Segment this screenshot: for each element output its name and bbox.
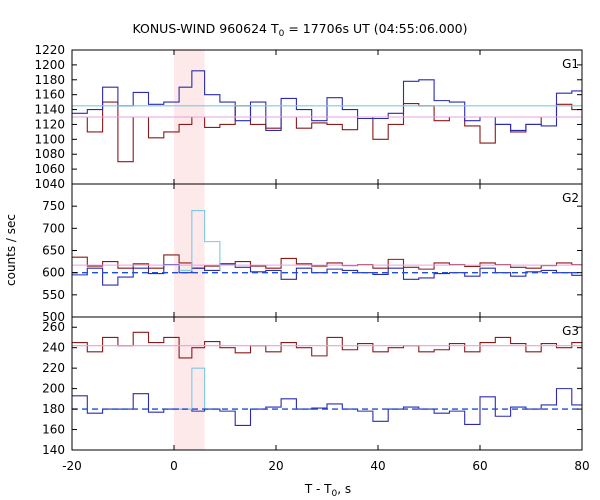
g1-ytick-label: 1160 [34,88,65,102]
g2-ytick-label: 650 [42,244,65,258]
g3-series-red-0 [72,331,582,359]
g3-ytick-label: 180 [42,402,65,416]
g2-ytick-label: 500 [42,310,65,324]
g1-ytick-label: 1180 [34,73,65,87]
g3-series-blue-1 [72,388,582,426]
g3-ytick-label: 160 [42,423,65,437]
g1-ytick-label: 1220 [34,43,65,57]
g1-ytick-label: 1140 [34,103,65,117]
g1-panel-label: G1 [562,57,579,71]
g2-series-red-0 [72,254,582,270]
x-tick-label: 80 [574,459,589,473]
g1-ytick-label: 1080 [34,147,65,161]
x-tick-label: 40 [370,459,385,473]
g3-ytick-label: 220 [42,361,65,375]
g2-frame [71,183,583,318]
highlight-band [174,50,205,450]
g1-series-red-0 [72,101,582,163]
g3-panel-label: G3 [562,324,579,338]
g2-series-cyan-2 [179,210,221,271]
x-tick-label: 20 [268,459,283,473]
g3-ytick-label: 140 [42,443,65,457]
g1-ytick-label: 1200 [34,58,65,72]
g1-series-blue-1 [72,70,582,131]
g2-ytick-label: 550 [42,288,65,302]
g2-ytick-label: 750 [42,199,65,213]
g3-ytick-label: 260 [42,320,65,334]
y-axis-label: counts / sec [4,214,18,286]
x-tick-label: -20 [62,459,82,473]
g1-ytick-label: 1040 [34,177,65,191]
g2-panel-label: G2 [562,191,579,205]
g3-ytick-label: 240 [42,341,65,355]
g1-ytick-label: 1120 [34,117,65,131]
x-tick-label: 60 [472,459,487,473]
g2-ytick-label: 600 [42,266,65,280]
g2-ytick-label: 700 [42,221,65,235]
g3-ytick-label: 200 [42,382,65,396]
x-tick-label: 0 [170,459,178,473]
g1-ytick-label: 1100 [34,132,65,146]
chart-title: KONUS-WIND 960624 T0 = 17706s UT (04:55:… [132,21,467,39]
g3-frame [71,316,583,451]
g1-ytick-label: 1060 [34,162,65,176]
x-axis-label: T - T0, s [304,482,351,499]
